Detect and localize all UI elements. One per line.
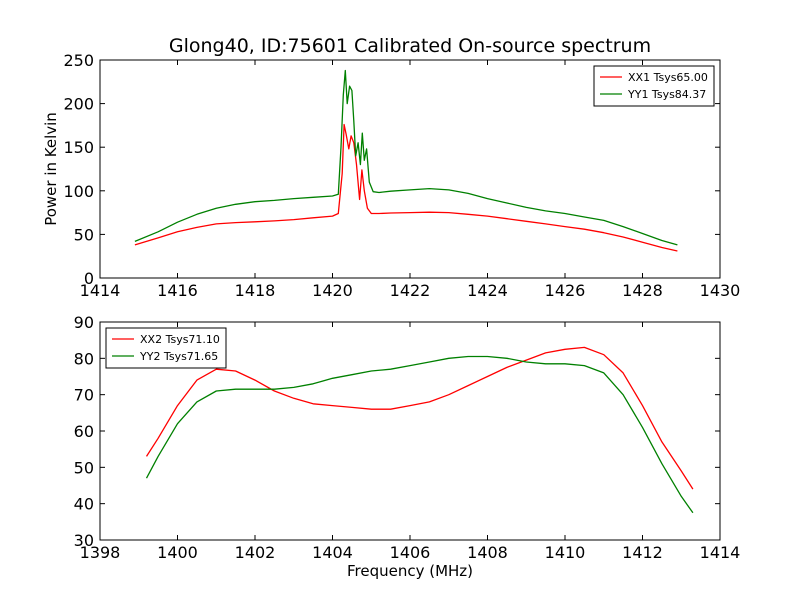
y-tick-label: 150	[63, 138, 94, 157]
x-tick-label: 1406	[390, 543, 431, 562]
y-tick-label: 80	[74, 349, 94, 368]
legend-entry: XX2 Tsys71.10	[140, 333, 220, 346]
x-tick-label: 1414	[700, 543, 741, 562]
legend-box	[593, 65, 715, 107]
y-tick-label: 90	[74, 313, 94, 332]
y-tick-label: 50	[74, 458, 94, 477]
y-tick-label: 40	[74, 495, 94, 514]
series-line-xx	[134, 123, 678, 252]
chart-panel-1: 1414 1416 1418 1420 1422 1424 1426 1428 1430 0 50 1…	[42, 35, 740, 300]
y-tick-label: 200	[63, 95, 94, 114]
series-line-xx	[145, 346, 694, 490]
legend-entry: YY2 Tsys71.65	[139, 350, 218, 363]
x-tick-label: 1410	[545, 543, 586, 562]
y-tick-label: 30	[74, 531, 94, 550]
legend-entry: XX1 Tsys65.00	[628, 71, 708, 84]
x-tick-label: 1416	[157, 281, 198, 300]
x-tick-label: 1404	[312, 543, 353, 562]
series-line-yy	[145, 355, 694, 514]
chart-title: Glong40, ID:75601 Calibrated On-source s…	[169, 35, 651, 57]
legend: XX2 Tsys71.10 YY2 Tsys71.65	[105, 327, 227, 369]
x-tick-label: 1418	[235, 281, 276, 300]
x-tick-label: 1412	[622, 543, 663, 562]
y-tick-label: 100	[63, 182, 94, 201]
x-tick-label: 1400	[157, 543, 198, 562]
chart-panel-2: 1398 1400 1402 1404 1406 1408 1410 1412 1414 30 40…	[74, 313, 741, 580]
x-tick-label: 1430	[700, 281, 741, 300]
y-tick-label: 70	[74, 386, 94, 405]
x-tick-label: 1402	[235, 543, 276, 562]
y-tick-label: 60	[74, 422, 94, 441]
y-axis-label: Power in Kelvin	[42, 112, 60, 226]
y-tick-label: 250	[63, 51, 94, 70]
legend-entry: YY1 Tsys84.37	[627, 88, 706, 101]
legend-box	[105, 327, 227, 369]
x-tick-label: 1426	[545, 281, 586, 300]
y-tick-label: 50	[74, 225, 94, 244]
y-tick-label: 0	[84, 269, 94, 288]
x-tick-label: 1422	[390, 281, 431, 300]
series-line-yy	[134, 69, 678, 246]
x-tick-label: 1428	[622, 281, 663, 300]
x-tick-label: 1414	[80, 281, 121, 300]
x-tick-label: 1398	[80, 543, 121, 562]
x-axis-label: Frequency (MHz)	[347, 562, 473, 580]
x-tick-label: 1424	[467, 281, 508, 300]
x-tick-label: 1408	[467, 543, 508, 562]
x-tick-label: 1420	[312, 281, 353, 300]
legend: XX1 Tsys65.00 YY1 Tsys84.37	[593, 65, 715, 107]
